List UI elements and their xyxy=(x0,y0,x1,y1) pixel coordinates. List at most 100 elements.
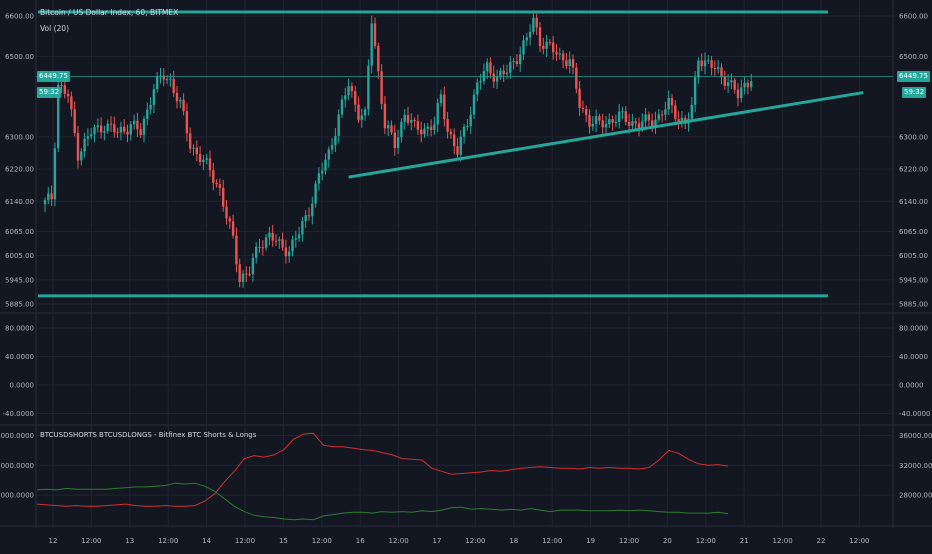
candle-body xyxy=(726,82,730,86)
candle-body xyxy=(264,237,268,248)
candle-body xyxy=(172,78,175,93)
candle-body xyxy=(746,82,750,88)
time-tick-label: 17 xyxy=(433,537,442,545)
candle-body xyxy=(347,86,350,96)
candle-body xyxy=(476,82,479,95)
candle-body xyxy=(565,60,568,67)
candle-body xyxy=(251,257,255,275)
volume-label: Vol (20) xyxy=(40,24,70,33)
candle-body xyxy=(575,67,578,89)
candle-body xyxy=(314,183,317,204)
volume-tick-label-left: 40.0000 xyxy=(5,353,34,361)
candle-body xyxy=(651,120,654,127)
candle-body xyxy=(360,115,363,120)
candle-body xyxy=(47,193,50,201)
candle-body xyxy=(324,159,327,171)
price-tick-label-right: 6140.00 xyxy=(899,198,928,206)
price-tick-label-right: 5885.00 xyxy=(899,300,928,308)
candle-body xyxy=(697,60,700,78)
candle-body xyxy=(370,23,373,66)
candle-body xyxy=(354,91,357,105)
candle-body xyxy=(228,218,231,222)
candle-body xyxy=(288,251,291,257)
candle-body xyxy=(66,93,70,97)
candle-body xyxy=(357,104,360,120)
candle-body xyxy=(489,62,492,74)
candle-body xyxy=(604,124,608,128)
candle-body xyxy=(667,98,670,110)
candle-body xyxy=(175,92,179,102)
candle-body xyxy=(400,121,403,138)
candle-body xyxy=(278,239,281,241)
last-price-tag-right: 6449.75 xyxy=(897,71,930,82)
candle-body xyxy=(624,111,627,122)
time-tick-label: 12:00 xyxy=(312,537,332,545)
candle-body xyxy=(241,273,245,282)
volume-tick-label-right: 80.0000 xyxy=(899,325,928,333)
ascending-trendline xyxy=(348,91,864,179)
candle-body xyxy=(192,147,195,149)
time-tick-label: 12:00 xyxy=(773,537,793,545)
shorts-longs-tick-label-right: 36000.0000 xyxy=(899,432,932,440)
volume-tick-label-right: -40.0000 xyxy=(899,410,930,418)
candle-body xyxy=(591,124,594,127)
candle-body xyxy=(86,136,90,139)
candle-body xyxy=(459,136,462,155)
candle-body xyxy=(512,61,515,63)
candle-body xyxy=(598,116,601,121)
candle-body xyxy=(413,119,416,122)
candle-body xyxy=(647,114,651,121)
candle-body xyxy=(80,151,83,161)
candle-body xyxy=(390,125,393,133)
candle-body xyxy=(238,264,241,282)
candle-body xyxy=(212,170,215,183)
candle-body xyxy=(723,76,726,86)
candle-body xyxy=(327,149,330,160)
candle-body xyxy=(469,114,472,126)
indicator-title: BTCUSDSHORTS BTCUSDLONGS - Bitfinex BTC … xyxy=(40,431,257,439)
candle-body xyxy=(631,121,634,126)
candle-body xyxy=(337,114,340,136)
candle-body xyxy=(495,76,499,82)
candle-body xyxy=(585,108,588,116)
candle-body xyxy=(664,109,667,115)
candle-body xyxy=(462,126,466,137)
candle-body xyxy=(142,118,146,135)
candle-body xyxy=(222,187,225,207)
candle-body xyxy=(185,111,189,134)
candle-body xyxy=(205,158,208,160)
candle-body xyxy=(301,220,304,235)
candle-body xyxy=(502,70,505,75)
candle-body xyxy=(677,119,680,122)
candle-body xyxy=(297,234,301,239)
candle-body xyxy=(103,131,106,133)
candle-body xyxy=(466,125,469,127)
candle-body xyxy=(406,114,410,123)
time-tick-label: 20 xyxy=(663,537,672,545)
candle-body xyxy=(436,103,439,125)
candle-body xyxy=(558,53,561,55)
candle-body xyxy=(657,114,660,120)
time-tick-label: 12 xyxy=(49,537,58,545)
candle-body xyxy=(156,76,159,90)
candle-body xyxy=(542,45,545,49)
candle-body xyxy=(644,114,647,122)
price-tick-label-right: 5945.00 xyxy=(899,276,928,284)
candle-body xyxy=(736,89,740,99)
candle-body xyxy=(50,193,53,200)
candle-body xyxy=(195,147,198,155)
candle-body xyxy=(334,135,337,146)
candle-body xyxy=(690,104,693,119)
candle-body xyxy=(750,81,753,88)
time-tick-label: 12:00 xyxy=(81,537,101,545)
candle-body xyxy=(439,94,443,104)
candle-body xyxy=(545,41,548,49)
candle-body xyxy=(90,134,93,137)
chart-title: Bitcoin / US Dollar Index, 60, BITMEX xyxy=(40,8,179,17)
candle-body xyxy=(60,85,63,87)
candle-body xyxy=(202,159,205,163)
series-line-btcusdshorts xyxy=(36,432,729,507)
volume-tick-label-left: 0.0000 xyxy=(10,382,35,390)
candle-body xyxy=(367,65,370,110)
candle-body xyxy=(743,82,746,88)
